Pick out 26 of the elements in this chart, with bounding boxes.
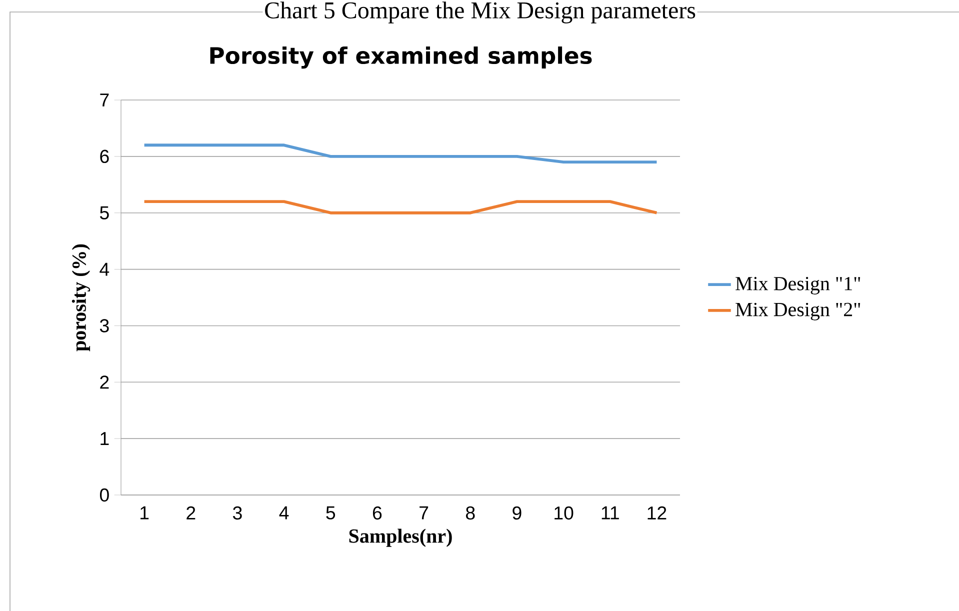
y-tick-label: 5 [100, 206, 109, 220]
x-tick-label: 11 [602, 506, 619, 520]
y-tick-label: 0 [100, 488, 109, 502]
y-tick-label: 7 [100, 94, 109, 106]
caption: Chart 5 Compare the Mix Design parameters [265, 2, 696, 24]
x-tick-label: 3 [232, 506, 242, 520]
x-tick-label: 7 [420, 506, 428, 520]
legend-label: Mix Design "1" [736, 276, 860, 294]
x-tick-label: 4 [279, 506, 289, 520]
chart-title: Porosity of examined samples [210, 46, 592, 69]
y-tick-label: 4 [100, 262, 110, 276]
x-tick-label: 12 [648, 506, 666, 520]
x-tick-label: 8 [466, 506, 475, 520]
legend-label: Mix Design "2" [736, 302, 860, 320]
x-tick-label: 10 [554, 506, 574, 520]
y-axis-title: porosity (%) [72, 244, 90, 352]
x-tick-label: 2 [186, 506, 196, 520]
y-tick-label: 6 [100, 150, 109, 164]
y-tick-label: 1 [100, 432, 109, 445]
x-axis-title: Samples(nr) [349, 528, 452, 547]
x-tick-label: 5 [326, 506, 336, 520]
y-tick-label: 3 [100, 319, 109, 332]
x-tick-label: 9 [512, 506, 522, 520]
x-tick-label: 6 [372, 506, 382, 520]
x-tick-label: 1 [140, 506, 149, 520]
y-tick-label: 2 [100, 376, 109, 389]
